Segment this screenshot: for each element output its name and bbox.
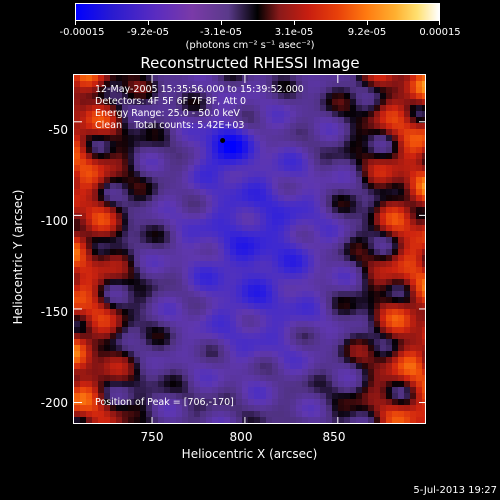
colorbar-tick (439, 21, 440, 25)
chart-title: Reconstructed RHESSI Image (140, 54, 360, 72)
peak-position-label: Position of Peak = [706,-170] (95, 397, 234, 408)
y-tick-label: -50 (48, 123, 68, 137)
info-line: Clean Total counts: 5.42E+03 (95, 120, 245, 131)
colorbar-units: (photons cm⁻² s⁻¹ asec⁻²) (185, 40, 315, 51)
colorbar-tick-label: 3.1e-05 (274, 27, 314, 38)
colorbar-tick (221, 21, 222, 25)
heatmap-image (74, 75, 425, 423)
y-tick-label: -100 (40, 214, 68, 228)
colorbar-tick (75, 21, 76, 25)
peak-marker (220, 138, 226, 144)
x-axis-label: Heliocentric X (arcsec) (181, 447, 318, 461)
colorbar-tick (148, 21, 149, 25)
info-line: Energy Range: 25.0 - 50.0 keV (95, 108, 240, 119)
colorbar-tick-label: -9.2e-05 (127, 27, 169, 38)
colorbar-tick-label: -0.00015 (59, 27, 105, 38)
colorbar-tick-label: 0.00015 (419, 27, 461, 38)
colorbar-tick (294, 21, 295, 25)
y-tick-label: -150 (40, 305, 68, 319)
timestamp: 5-Jul-2013 19:27 (413, 485, 497, 496)
colorbar-tick (367, 21, 368, 25)
x-tick-label: 850 (322, 430, 346, 444)
info-line: 12-May-2005 15:35:56.000 to 15:39:52.000 (95, 84, 304, 95)
plot-area (73, 74, 426, 424)
y-tick-label: -200 (40, 396, 68, 410)
x-tick-label: 750 (140, 430, 164, 444)
x-tick-label: 800 (229, 430, 253, 444)
y-axis-label: Heliocentric Y (arcsec) (11, 189, 25, 325)
info-line: Detectors: 4F 5F 6F 7F 8F, Att 0 (95, 96, 247, 107)
colorbar-tick-label: -3.1e-05 (200, 27, 242, 38)
colorbar (75, 3, 440, 21)
heatmap-cells (74, 75, 425, 423)
colorbar-tick-label: 9.2e-05 (347, 27, 387, 38)
